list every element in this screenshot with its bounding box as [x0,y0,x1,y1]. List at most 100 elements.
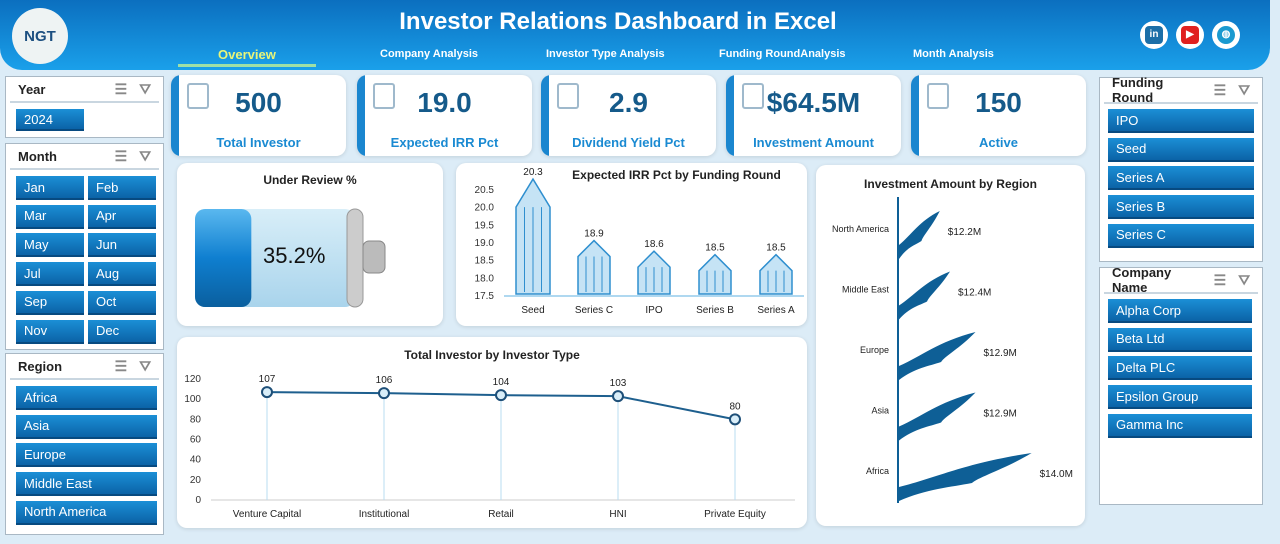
y-tick-label: 20 [190,475,202,486]
slicer-company: Company Name ☰ ⛛ Alpha Corp Beta Ltd Delta PL… [1099,265,1263,505]
battery-terminal [362,240,386,274]
kpi-card: 2.9 Dividend Yield Pct [541,75,716,156]
irr-chart-title: Expected IRR Pct by Funding Round [572,168,781,182]
slicer-item[interactable]: Series C [1108,223,1254,248]
bar [899,271,950,320]
kpi-icon [742,83,764,109]
clear-filter-icon[interactable]: ⛛ [1238,81,1250,98]
tab-funding-round-analysis[interactable]: Funding RoundAnalysis [719,48,846,60]
battery-cap [346,208,364,308]
slicer-item[interactable]: Seed [1108,137,1254,162]
slicer-item[interactable]: Alpha Corp [1108,299,1252,323]
slicer-item[interactable]: Mar [16,204,84,229]
slicer-item[interactable]: Apr [88,204,156,229]
tab-company-analysis[interactable]: Company Analysis [380,48,479,60]
clear-filter-icon[interactable]: ⛛ [1238,271,1250,288]
kpi-icon [373,83,395,109]
multi-select-icon[interactable]: ☰ [114,357,128,374]
slicer-item[interactable]: Epsilon Group [1108,385,1252,410]
clear-filter-icon[interactable]: ⛛ [139,80,151,97]
slicer-item[interactable]: Oct [88,290,156,315]
data-label: 104 [493,377,510,388]
linkedin-icon[interactable]: in [1140,21,1168,49]
bar [899,453,1032,501]
multi-select-icon[interactable]: ☰ [114,147,128,164]
bar [899,332,976,380]
multi-select-icon[interactable]: ☰ [1213,271,1227,288]
kpi-label: Total Investor [216,135,301,150]
data-label: $12.9M [984,348,1017,359]
kpi-card: 150 Active [911,75,1086,156]
kpi-accent-bar [726,75,734,156]
slicer-item[interactable]: Africa [16,386,157,410]
investor-type-chart: 0 20 40 60 80 100 120 107 Venture Capital 106 Inst… [184,374,795,520]
data-label: 107 [259,374,276,385]
slicer-funding-round: Funding Round ☰ ⛛ IPO Seed Series A Series B Se… [1099,75,1263,262]
data-label: $12.4M [958,288,991,299]
kpi-value: 2.9 [609,87,648,118]
slicer-item[interactable]: Dec [88,319,156,344]
y-tick-label: 17.5 [475,291,495,302]
kpi-card: $64.5M Investment Amount [726,75,901,156]
y-tick-label: 0 [195,495,201,506]
page-title: Investor Relations Dashboard in Excel [399,8,837,35]
data-label: 18.9 [584,229,604,240]
investor-type-chart-title: Total Investor by Investor Type [404,348,580,362]
data-label: 106 [376,375,393,386]
clear-filter-icon[interactable]: ⛛ [139,147,151,164]
slicer-item[interactable]: May [16,233,84,258]
kpi-label: Expected IRR Pct [390,135,499,150]
slicer-item[interactable]: North America [16,500,157,525]
slicer-item[interactable]: Gamma Inc [1108,413,1252,438]
irr-chart-card: Expected IRR Pct by Funding Round 17.5 18… [456,163,807,326]
y-tick-label: 20.5 [475,185,495,196]
globe-icon[interactable]: ◍ [1212,21,1240,49]
y-tick-label: 19.0 [475,238,495,249]
multi-select-icon[interactable]: ☰ [1213,81,1227,98]
kpi-accent-bar [357,75,365,156]
slicer-item[interactable]: Aug [88,262,156,287]
slicer-item[interactable]: Beta Ltd [1108,327,1252,352]
slicer-year: Year ☰ ⛛ 2024 [5,76,164,138]
data-point [261,386,273,399]
slicer-item[interactable]: Asia [16,414,157,439]
y-tick-label: North America [832,224,889,234]
logo-text: NGT [24,27,56,45]
region-chart-card: Investment Amount by Region $12.2M North … [816,165,1085,526]
tab-investor-type-analysis[interactable]: Investor Type Analysis [546,48,665,60]
slicer-item[interactable]: Delta PLC [1108,356,1252,381]
y-tick-label: 18.5 [475,256,495,267]
data-label: 20.3 [523,167,543,178]
multi-select-icon[interactable]: ☰ [114,80,128,97]
region-chart-title: Investment Amount by Region [864,177,1037,191]
kpi-card: 19.0 Expected IRR Pct [357,75,532,156]
slicer-item[interactable]: Jun [88,233,156,258]
slicer-item[interactable]: Jul [16,262,84,287]
slicer-item[interactable]: Series A [1108,166,1254,191]
slicer-item[interactable]: Feb [88,176,156,200]
youtube-icon[interactable]: ▶ [1176,21,1204,49]
slicer-title: Year [18,81,46,97]
x-tick-label: Institutional [359,509,410,520]
slicer-item[interactable]: IPO [1108,109,1254,133]
data-label: 18.6 [644,239,664,250]
slicer-item[interactable]: 2024 [16,109,84,131]
kpi-label: Active [978,135,1019,150]
under-review-value: 35.2% [263,243,326,268]
slicer-item[interactable]: Middle East [16,472,157,497]
clear-filter-icon[interactable]: ⛛ [139,357,151,374]
tab-overview[interactable]: Overview [178,47,316,67]
kpi-icon [927,83,949,109]
slicer-item[interactable]: Nov [16,319,84,344]
slicer-item[interactable]: Series B [1108,195,1254,220]
data-label: 103 [610,378,627,389]
slicer-header: Year ☰ ⛛ [10,77,159,103]
slicer-item[interactable]: Jan [16,176,84,200]
x-tick-label: Series C [575,305,613,316]
slicer-item[interactable]: Europe [16,443,157,468]
data-label: $14.0M [1040,469,1073,480]
y-tick-label: 20.0 [475,203,495,214]
slicer-item[interactable]: Sep [16,290,84,315]
tab-month-analysis[interactable]: Month Analysis [913,48,994,60]
irr-chart: 17.5 18.0 18.5 19.0 19.5 20.0 20.5 20.3 Seed 18.9… [475,167,804,316]
